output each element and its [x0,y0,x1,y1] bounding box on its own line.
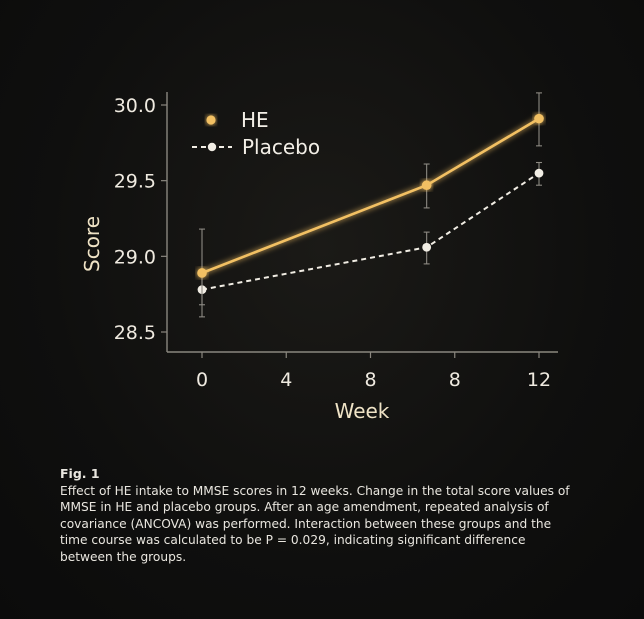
data-point [534,168,544,178]
x-ticks: 0 4 8 8 12 [196,352,551,391]
legend-marker-placebo [207,142,217,152]
series-layer [197,92,544,318]
x-tick-label: 8 [449,369,461,391]
y-tick-label: 29.5 [114,171,156,193]
x-tick-label: 12 [527,369,551,391]
x-tick-label: 4 [280,369,292,391]
y-tick-label: 28.5 [114,322,156,344]
legend: HE Placebo [192,108,320,159]
figure-caption: Fig. 1 Effect of HE intake to MMSE score… [60,466,580,566]
data-point [197,268,207,278]
data-point [421,180,432,191]
x-tick-label: 8 [364,369,376,391]
x-axis-title: Week [335,399,390,423]
y-axis-title: Score [80,216,104,272]
caption-text: Effect of HE intake to MMSE scores in 12… [60,483,570,564]
line-chart: 30.0 29.5 29.0 28.5 0 4 8 8 12 Week Score HE Pl… [80,92,558,423]
figure-label: Fig. 1 [60,466,100,481]
data-point [422,242,432,252]
axes [166,92,558,353]
series-line [201,172,540,291]
series-placebo [197,161,544,306]
y-tick-label: 29.0 [114,246,156,268]
data-point [534,113,544,124]
legend-marker-he [206,115,216,125]
series-he [197,92,544,318]
legend-label-placebo: Placebo [242,135,320,159]
legend-label-he: HE [241,108,269,132]
y-tick-label: 30.0 [114,95,156,117]
x-tick-label: 0 [196,369,208,391]
y-ticks: 30.0 29.5 29.0 28.5 [114,95,167,344]
